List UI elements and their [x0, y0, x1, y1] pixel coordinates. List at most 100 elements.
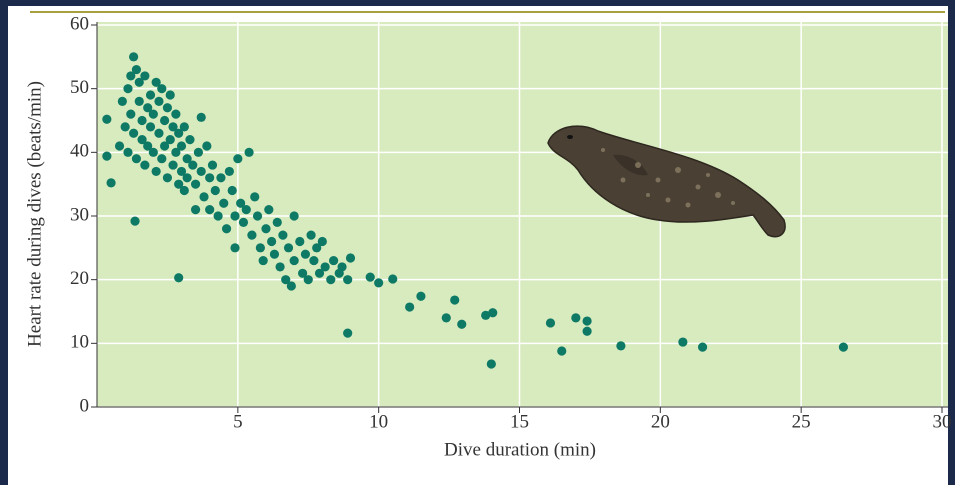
y-tick-label: 30	[70, 204, 89, 225]
point	[230, 243, 240, 253]
point	[582, 326, 592, 336]
point	[545, 318, 556, 328]
point	[365, 272, 375, 282]
point	[261, 224, 271, 234]
y-axis-label: Heart rate during dives (beats/min)	[24, 81, 45, 347]
x-tick-label: 10	[369, 411, 388, 432]
point	[143, 141, 153, 151]
point	[221, 224, 232, 234]
point	[196, 112, 206, 122]
point	[213, 211, 223, 221]
point	[697, 342, 708, 352]
point	[168, 122, 178, 132]
point	[312, 243, 322, 253]
x-tick-label: 20	[651, 411, 670, 432]
point	[137, 115, 147, 126]
point	[205, 173, 215, 183]
point	[193, 147, 203, 157]
point	[131, 64, 142, 75]
point	[134, 77, 144, 87]
point	[140, 71, 150, 81]
point	[145, 122, 156, 132]
point	[329, 255, 339, 266]
point	[102, 151, 112, 161]
point	[205, 205, 215, 215]
point	[337, 262, 347, 272]
point	[457, 319, 467, 329]
point	[441, 313, 451, 323]
point	[126, 71, 136, 81]
point	[571, 313, 581, 323]
point	[171, 147, 181, 157]
point	[120, 122, 130, 132]
point	[326, 275, 336, 285]
point	[151, 77, 161, 87]
point	[298, 268, 308, 278]
y-tick-label: 20	[70, 268, 89, 289]
point	[295, 236, 305, 247]
point	[450, 295, 460, 305]
point	[143, 103, 153, 113]
point	[168, 160, 178, 170]
point	[174, 128, 184, 138]
point	[179, 122, 189, 132]
point	[165, 90, 175, 100]
point	[137, 135, 147, 145]
point	[303, 275, 313, 285]
x-tick-label: 30	[933, 411, 952, 432]
point	[210, 185, 220, 196]
y-tick-label: 50	[70, 77, 89, 98]
point	[160, 141, 170, 151]
point	[188, 160, 198, 170]
point	[219, 198, 229, 208]
point	[126, 109, 136, 119]
point	[289, 211, 299, 221]
point	[174, 179, 184, 189]
x-tick-label: 15	[510, 411, 529, 432]
point	[202, 141, 212, 151]
point	[130, 216, 140, 226]
point	[134, 96, 144, 106]
point	[224, 166, 234, 177]
point	[314, 268, 325, 278]
point	[182, 173, 192, 183]
point	[216, 173, 226, 183]
point	[278, 230, 288, 240]
point	[281, 275, 291, 285]
point	[616, 341, 626, 351]
point	[165, 135, 175, 145]
point	[123, 84, 133, 94]
seal-illustration	[547, 125, 786, 238]
point	[241, 205, 251, 215]
point	[157, 84, 167, 94]
point	[267, 236, 277, 247]
point	[176, 141, 187, 151]
point	[289, 255, 299, 266]
point	[148, 109, 158, 119]
point	[488, 308, 498, 318]
point	[185, 135, 195, 145]
point	[272, 217, 282, 227]
point	[252, 211, 263, 221]
point	[405, 302, 415, 312]
y-tick-label: 10	[70, 332, 89, 353]
point	[129, 128, 139, 138]
point	[557, 346, 567, 356]
point	[171, 109, 181, 119]
point	[157, 154, 167, 164]
x-axis-label: Dive duration (min)	[444, 439, 596, 460]
point	[247, 230, 257, 240]
point	[117, 96, 127, 106]
plot-background	[97, 22, 948, 407]
point	[114, 141, 125, 151]
point	[179, 185, 189, 196]
point	[227, 185, 237, 196]
point	[199, 192, 209, 202]
point	[582, 316, 592, 326]
point	[230, 211, 240, 221]
point	[255, 243, 265, 253]
point	[416, 291, 426, 301]
point	[190, 205, 201, 215]
point	[283, 243, 294, 253]
y-tick-label: 0	[80, 395, 90, 416]
